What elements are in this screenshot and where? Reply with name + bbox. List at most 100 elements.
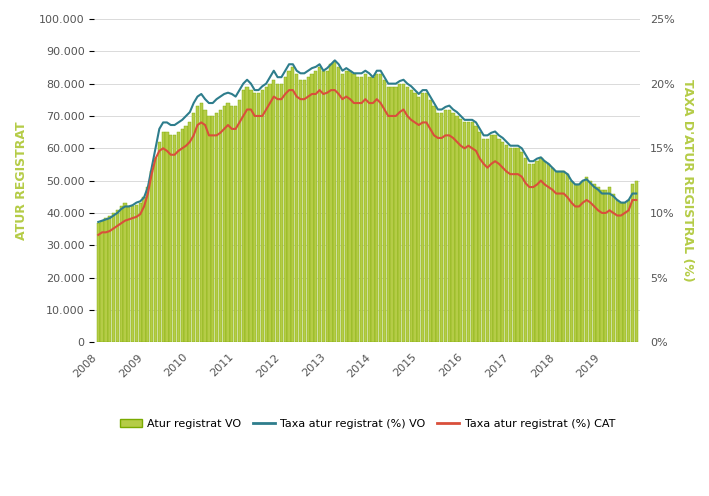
Bar <box>291 67 294 342</box>
Bar <box>604 190 608 342</box>
Bar <box>108 216 111 342</box>
Bar <box>372 77 374 342</box>
Bar <box>154 158 157 342</box>
Bar <box>398 84 401 342</box>
Bar <box>345 71 348 342</box>
Bar <box>394 87 398 342</box>
Bar <box>360 77 363 342</box>
Bar <box>173 135 177 342</box>
Bar <box>192 113 195 342</box>
Bar <box>513 148 515 342</box>
Bar <box>157 142 161 342</box>
Bar <box>490 135 493 342</box>
Bar <box>467 123 470 342</box>
Bar <box>585 178 588 342</box>
Bar <box>440 113 443 342</box>
Bar <box>425 93 428 342</box>
Bar <box>562 171 565 342</box>
Bar <box>162 132 164 342</box>
Bar <box>410 90 413 342</box>
Bar <box>540 158 542 342</box>
Bar <box>547 165 550 342</box>
Bar <box>577 184 581 342</box>
Bar <box>471 123 474 342</box>
Bar <box>620 203 623 342</box>
Bar <box>509 148 512 342</box>
Bar <box>623 203 627 342</box>
Bar <box>596 187 600 342</box>
Bar <box>608 187 611 342</box>
Bar <box>535 161 539 342</box>
Bar <box>242 90 245 342</box>
Bar <box>581 181 584 342</box>
Bar <box>352 74 355 342</box>
Bar <box>612 193 615 342</box>
Bar <box>543 161 547 342</box>
Bar <box>413 93 417 342</box>
Bar <box>112 213 115 342</box>
Bar <box>406 87 409 342</box>
Y-axis label: ATUR REGISTRAT: ATUR REGISTRAT <box>15 122 28 240</box>
Bar <box>184 125 188 342</box>
Bar <box>421 93 424 342</box>
Bar <box>532 165 535 342</box>
Bar <box>223 106 225 342</box>
Bar <box>250 90 252 342</box>
Bar <box>280 84 283 342</box>
Bar <box>299 80 302 342</box>
Bar <box>364 74 367 342</box>
Bar <box>459 119 462 342</box>
Bar <box>226 103 230 342</box>
Bar <box>207 116 211 342</box>
Bar <box>272 80 275 342</box>
Bar <box>493 135 497 342</box>
Bar <box>615 200 619 342</box>
Bar <box>104 218 108 342</box>
Bar <box>631 184 634 342</box>
Bar <box>165 132 169 342</box>
Bar <box>566 174 569 342</box>
Bar <box>497 138 501 342</box>
Bar <box>238 100 241 342</box>
Bar <box>349 71 352 342</box>
Bar <box>303 80 306 342</box>
Bar <box>188 123 191 342</box>
Bar <box>284 77 287 342</box>
Bar <box>295 74 298 342</box>
Bar <box>96 223 100 342</box>
Bar <box>402 84 405 342</box>
Bar <box>386 87 390 342</box>
Bar <box>211 116 214 342</box>
Bar <box>325 71 329 342</box>
Bar <box>264 87 268 342</box>
Bar <box>230 106 233 342</box>
Bar <box>367 77 371 342</box>
Bar <box>177 132 180 342</box>
Bar <box>116 210 119 342</box>
Bar <box>123 203 127 342</box>
Bar <box>391 87 393 342</box>
Bar <box>143 197 145 342</box>
Bar <box>146 187 150 342</box>
Bar <box>379 74 382 342</box>
Bar <box>150 171 153 342</box>
Bar <box>570 181 573 342</box>
Y-axis label: TAXA D'ATUR REGISTRAL (%): TAXA D'ATUR REGISTRAL (%) <box>681 79 694 282</box>
Bar <box>268 84 272 342</box>
Bar <box>635 181 638 342</box>
Bar <box>196 106 199 342</box>
Bar <box>306 77 310 342</box>
Bar <box>356 77 359 342</box>
Bar <box>257 93 260 342</box>
Bar <box>558 171 562 342</box>
Bar <box>181 129 184 342</box>
Bar <box>627 200 630 342</box>
Bar <box>139 203 142 342</box>
Bar <box>452 113 454 342</box>
Bar <box>444 110 447 342</box>
Bar <box>436 113 440 342</box>
Bar <box>234 106 238 342</box>
Bar <box>200 103 203 342</box>
Bar <box>253 93 257 342</box>
Bar <box>417 97 420 342</box>
